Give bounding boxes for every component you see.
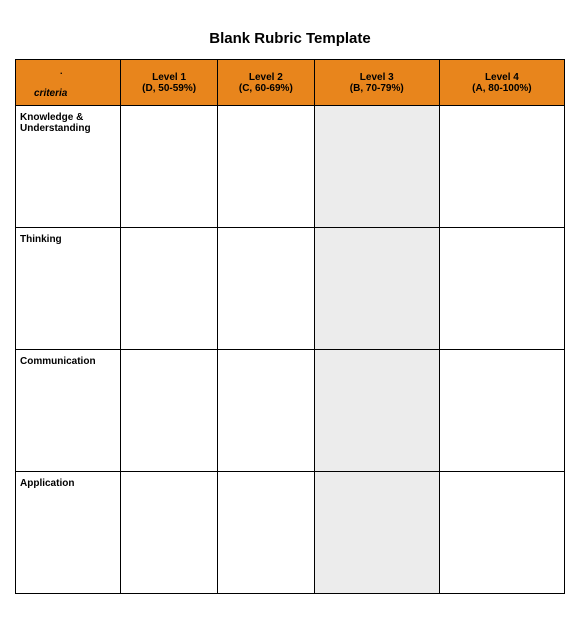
cell [217,106,314,228]
row-label-knowledge: Knowledge & Understanding [16,106,121,228]
row-label-communication: Communication [16,350,121,472]
level3-name: Level 3 [319,72,435,83]
table-row: Application [16,472,565,594]
level1-name: Level 1 [125,72,213,83]
header-level-4: Level 4 (A, 80-100%) [439,60,564,106]
cell [439,228,564,350]
cell-shaded [314,228,439,350]
cell [217,472,314,594]
header-criteria: criteria [16,60,121,106]
header-row: criteria Level 1 (D, 50-59%) Level 2 (C,… [16,60,565,106]
page-title: Blank Rubric Template [15,30,565,47]
cell [121,106,218,228]
cell-shaded [314,106,439,228]
cell-shaded [314,350,439,472]
cell [439,472,564,594]
level3-range: (B, 70-79%) [319,83,435,94]
row-label-thinking: Thinking [16,228,121,350]
cell [439,106,564,228]
table-row: Communication [16,350,565,472]
header-level-3: Level 3 (B, 70-79%) [314,60,439,106]
cell [121,472,218,594]
cell [217,228,314,350]
header-level-1: Level 1 (D, 50-59%) [121,60,218,106]
cell [439,350,564,472]
cell [121,228,218,350]
level2-name: Level 2 [222,72,310,83]
table-row: Thinking [16,228,565,350]
row-label-application: Application [16,472,121,594]
header-level-2: Level 2 (C, 60-69%) [217,60,314,106]
rubric-table: criteria Level 1 (D, 50-59%) Level 2 (C,… [15,59,565,594]
cell-shaded [314,472,439,594]
table-row: Knowledge & Understanding [16,106,565,228]
level2-range: (C, 60-69%) [222,83,310,94]
level4-name: Level 4 [444,72,560,83]
level1-range: (D, 50-59%) [125,83,213,94]
cell [121,350,218,472]
level4-range: (A, 80-100%) [444,83,560,94]
cell [217,350,314,472]
